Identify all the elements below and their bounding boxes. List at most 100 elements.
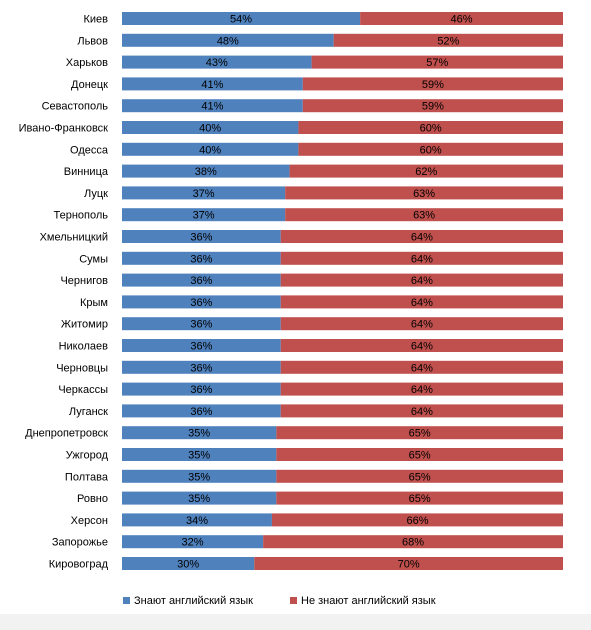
- bar-dont-know: [263, 535, 563, 549]
- data-label: 66%: [406, 515, 428, 527]
- data-label: 64%: [411, 362, 433, 374]
- bar-know: [122, 535, 264, 549]
- category-label: Днепропетровск: [25, 428, 108, 440]
- bar-know: [122, 426, 277, 440]
- bar-dont-know: [302, 99, 563, 113]
- legend-label: Знают английский язык: [134, 595, 253, 607]
- bar-dont-know: [280, 404, 563, 418]
- bar-know: [122, 513, 272, 527]
- data-label: 64%: [411, 232, 433, 244]
- bar-dont-know: [280, 273, 563, 287]
- data-label: 38%: [195, 166, 217, 178]
- data-label: 36%: [190, 406, 212, 418]
- bar-dont-know: [280, 339, 563, 352]
- bar-dont-know: [276, 448, 563, 461]
- bar-dont-know: [333, 33, 563, 47]
- bar-know: [122, 339, 281, 352]
- bar-dont-know: [280, 317, 563, 331]
- category-label: Полтава: [65, 471, 109, 483]
- data-label: 46%: [451, 14, 473, 26]
- data-label: 48%: [217, 35, 239, 47]
- data-label: 36%: [190, 297, 212, 309]
- category-label: Тернополь: [53, 210, 108, 222]
- bar-know: [122, 208, 286, 222]
- bar-know: [122, 469, 277, 483]
- data-label: 37%: [193, 210, 215, 222]
- legend-swatch: [290, 597, 297, 604]
- data-label: 62%: [415, 166, 437, 178]
- category-label: Хмельницкий: [40, 232, 108, 244]
- bar-dont-know: [271, 513, 563, 527]
- data-label: 36%: [190, 275, 212, 287]
- data-label: 36%: [190, 362, 212, 374]
- data-label: 64%: [411, 275, 433, 287]
- bar-know: [122, 382, 281, 396]
- data-label: 64%: [411, 384, 433, 396]
- data-label: 35%: [188, 471, 210, 483]
- bar-dont-know: [276, 426, 563, 440]
- data-label: 59%: [422, 101, 444, 113]
- data-label: 54%: [230, 14, 252, 26]
- bar-dont-know: [280, 230, 563, 243]
- data-label: 65%: [409, 450, 431, 462]
- bar-dont-know: [280, 295, 563, 309]
- category-label: Луганск: [69, 406, 108, 418]
- data-label: 36%: [190, 384, 212, 396]
- category-label: Киев: [83, 14, 108, 26]
- bar-know: [122, 557, 255, 570]
- labels-layer: Киев 54% 46% Львов 48% 52% Харьков 43% 57% Донецк…: [19, 14, 473, 571]
- category-label: Чернигов: [60, 275, 108, 287]
- data-label: 30%: [177, 559, 199, 571]
- category-label: Запорожье: [52, 537, 108, 549]
- data-label: 32%: [182, 537, 204, 549]
- bar-know: [122, 121, 299, 134]
- data-label: 64%: [411, 341, 433, 353]
- bar-dont-know: [280, 360, 563, 374]
- data-label: 41%: [201, 79, 223, 91]
- category-label: Сумы: [79, 253, 108, 265]
- category-label: Винница: [64, 166, 109, 178]
- data-label: 37%: [193, 188, 215, 200]
- data-label: 65%: [409, 428, 431, 440]
- data-label: 36%: [190, 341, 212, 353]
- bar-know: [122, 317, 281, 331]
- data-label: 35%: [188, 428, 210, 440]
- category-label: Одесса: [70, 144, 109, 156]
- bar-know: [122, 360, 281, 374]
- data-label: 60%: [420, 144, 442, 156]
- bar-know: [122, 186, 286, 200]
- data-label: 63%: [413, 210, 435, 222]
- data-label: 35%: [188, 493, 210, 505]
- bar-know: [122, 230, 281, 243]
- bar-dont-know: [280, 251, 563, 265]
- bars-layer: [122, 12, 564, 570]
- bar-know: [122, 448, 277, 461]
- data-label: 64%: [411, 406, 433, 418]
- data-label: 60%: [420, 123, 442, 135]
- data-label: 36%: [190, 232, 212, 244]
- bar-dont-know: [276, 469, 563, 483]
- category-label: Ровно: [77, 493, 108, 505]
- bar-dont-know: [302, 77, 563, 91]
- bar-dont-know: [360, 12, 563, 25]
- category-label: Житомир: [61, 319, 108, 331]
- category-label: Черновцы: [56, 362, 108, 374]
- legend-swatch: [123, 597, 130, 604]
- bar-know: [122, 99, 303, 113]
- bar-know: [122, 77, 303, 91]
- category-label: Донецк: [71, 79, 108, 91]
- data-label: 59%: [422, 79, 444, 91]
- bar-dont-know: [280, 382, 563, 396]
- bar-know: [122, 273, 281, 287]
- bar-know: [122, 164, 290, 178]
- data-label: 40%: [199, 144, 221, 156]
- data-label: 34%: [186, 515, 208, 527]
- category-label: Севастополь: [42, 101, 109, 113]
- category-label: Кировоград: [49, 559, 109, 571]
- data-label: 70%: [398, 559, 420, 571]
- bar-know: [122, 12, 361, 25]
- category-label: Николаев: [59, 341, 109, 353]
- bar-dont-know: [298, 142, 563, 156]
- category-label: Херсон: [71, 515, 108, 527]
